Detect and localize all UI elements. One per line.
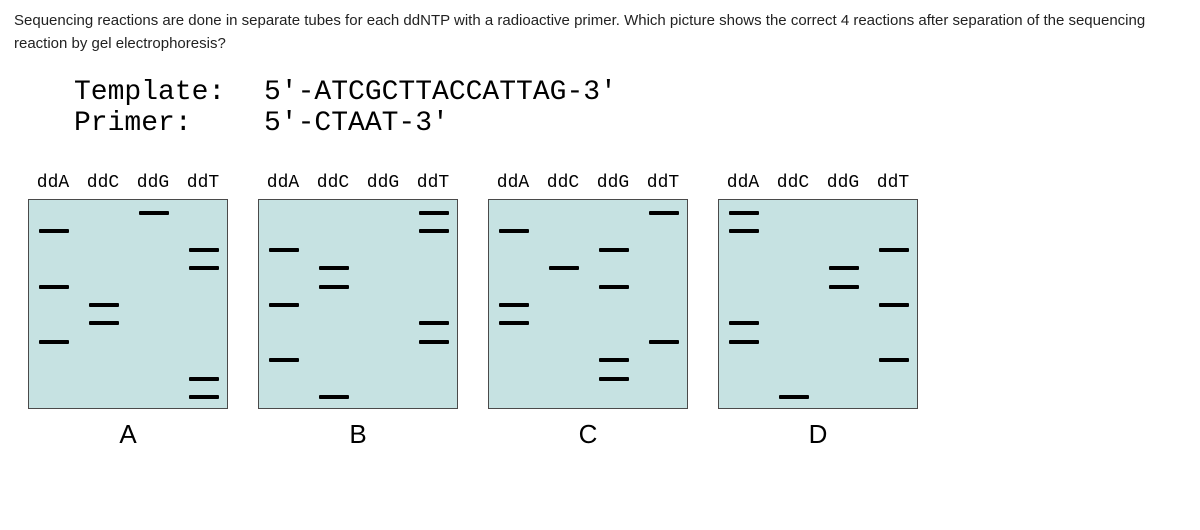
lane-header: ddT <box>868 173 918 193</box>
lane-header: ddA <box>488 173 538 193</box>
gel-band <box>319 266 349 270</box>
gel-band <box>599 377 629 381</box>
sequence-block: Template: 5'-ATCGCTTACCATTAG-3' Primer: … <box>74 77 1186 139</box>
option-label: D <box>718 419 918 450</box>
gel-band <box>39 229 69 233</box>
gel-band <box>599 285 629 289</box>
lane-header: ddA <box>718 173 768 193</box>
gel-band <box>499 303 529 307</box>
gel-band <box>189 395 219 399</box>
gel-band <box>319 285 349 289</box>
option-label: A <box>28 419 228 450</box>
gel-band <box>879 358 909 362</box>
primer-label: Primer: <box>74 108 264 139</box>
option-label: B <box>258 419 458 450</box>
gels-row: ddAddCddGddTAddAddCddGddTBddAddCddGddTCd… <box>28 173 1186 450</box>
gel-band <box>269 248 299 252</box>
lane-header: ddG <box>818 173 868 193</box>
lane-labels: ddAddCddGddT <box>718 173 918 193</box>
gel-band <box>269 358 299 362</box>
gel-band <box>549 266 579 270</box>
gel-band <box>729 229 759 233</box>
lane-header: ddC <box>78 173 128 193</box>
gel-band <box>779 395 809 399</box>
gel-band <box>649 211 679 215</box>
lane-header: ddC <box>538 173 588 193</box>
gel-band <box>419 211 449 215</box>
gel-band <box>829 266 859 270</box>
gel-band <box>189 266 219 270</box>
gel-box <box>718 199 918 409</box>
gel-band <box>649 340 679 344</box>
gel-band <box>89 321 119 325</box>
gel-band <box>419 340 449 344</box>
gel-option-A[interactable]: ddAddCddGddT A <box>28 173 228 450</box>
gel-band <box>89 303 119 307</box>
lane-header: ddA <box>258 173 308 193</box>
gel-band <box>729 321 759 325</box>
lane-header: ddG <box>358 173 408 193</box>
gel-band <box>189 377 219 381</box>
gel-band <box>189 248 219 252</box>
gel-band <box>599 358 629 362</box>
gel-band <box>39 285 69 289</box>
gel-band <box>879 303 909 307</box>
lane-header: ddA <box>28 173 78 193</box>
gel-box <box>488 199 688 409</box>
template-label: Template: <box>74 77 264 108</box>
lane-header: ddT <box>408 173 458 193</box>
gel-band <box>729 340 759 344</box>
gel-band <box>499 229 529 233</box>
gel-band <box>829 285 859 289</box>
gel-option-D[interactable]: ddAddCddGddT D <box>718 173 918 450</box>
gel-option-B[interactable]: ddAddCddGddT B <box>258 173 458 450</box>
lane-labels: ddAddCddGddT <box>258 173 458 193</box>
lane-header: ddG <box>588 173 638 193</box>
gel-box <box>28 199 228 409</box>
lane-header: ddT <box>638 173 688 193</box>
gel-band <box>729 211 759 215</box>
gel-band <box>419 229 449 233</box>
lane-labels: ddAddCddGddT <box>488 173 688 193</box>
gel-band <box>499 321 529 325</box>
lane-header: ddT <box>178 173 228 193</box>
lane-header: ddC <box>768 173 818 193</box>
gel-band <box>139 211 169 215</box>
gel-band <box>319 395 349 399</box>
lane-labels: ddAddCddGddT <box>28 173 228 193</box>
primer-value: 5'-CTAAT-3' <box>264 108 449 139</box>
gel-band <box>39 340 69 344</box>
option-label: C <box>488 419 688 450</box>
lane-header: ddG <box>128 173 178 193</box>
question-text: Sequencing reactions are done in separat… <box>14 10 1186 55</box>
gel-band <box>419 321 449 325</box>
gel-band <box>879 248 909 252</box>
lane-header: ddC <box>308 173 358 193</box>
gel-box <box>258 199 458 409</box>
template-value: 5'-ATCGCTTACCATTAG-3' <box>264 77 617 108</box>
gel-option-C[interactable]: ddAddCddGddT C <box>488 173 688 450</box>
gel-band <box>599 248 629 252</box>
gel-band <box>269 303 299 307</box>
